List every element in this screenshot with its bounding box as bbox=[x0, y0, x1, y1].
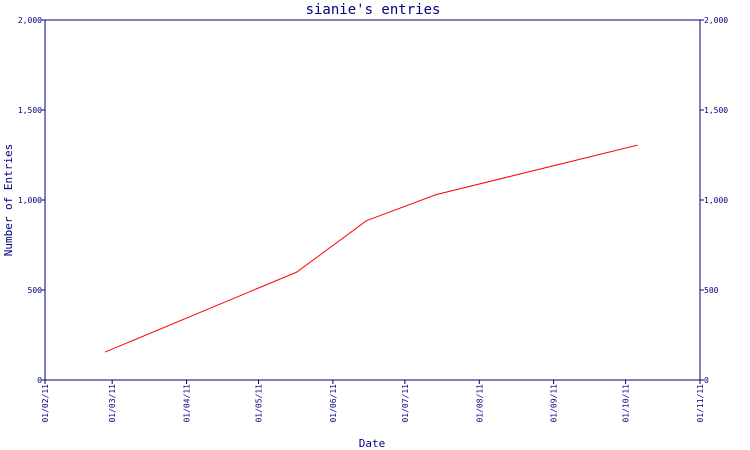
x-tick-label: 01/08/11 bbox=[475, 384, 484, 423]
x-tick-label: 01/10/11 bbox=[622, 384, 631, 423]
y-tick-label-left: 500 bbox=[28, 286, 43, 295]
y-axis-right: 0 500 1,000 1,500 2,000 bbox=[700, 16, 728, 385]
x-tick-label: 01/03/11 bbox=[108, 384, 117, 423]
y-tick-label-left: 0 bbox=[37, 376, 42, 385]
x-axis: 01/02/11 01/03/11 01/04/11 01/05/11 01/06/11… bbox=[41, 380, 705, 423]
y-tick-label-left: 1,500 bbox=[18, 106, 42, 115]
x-tick-label: 01/11/11 bbox=[696, 384, 705, 423]
y-axis-left: 0 500 1,000 1,500 2,000 bbox=[18, 16, 45, 385]
y-axis-label: Number of Entries bbox=[2, 144, 15, 257]
plot-area bbox=[44, 19, 701, 381]
x-axis-label: Date bbox=[359, 437, 386, 450]
x-tick-label: 01/09/11 bbox=[550, 384, 559, 423]
x-tick-label: 01/04/11 bbox=[183, 384, 192, 423]
y-tick-label-right: 1,000 bbox=[704, 196, 728, 205]
y-tick-label-right: 0 bbox=[704, 376, 709, 385]
y-tick-label-right: 1,500 bbox=[704, 106, 728, 115]
series-line bbox=[104, 144, 638, 353]
series-layer bbox=[104, 144, 638, 353]
x-tick-label: 01/05/11 bbox=[255, 384, 264, 423]
y-tick-label-left: 2,000 bbox=[18, 16, 42, 25]
y-tick-label-right: 2,000 bbox=[704, 16, 728, 25]
x-tick-label: 01/02/11 bbox=[41, 384, 50, 423]
y-tick-label-left: 1,000 bbox=[18, 196, 42, 205]
x-tick-label: 01/06/11 bbox=[329, 384, 338, 423]
x-tick-label: 01/07/11 bbox=[401, 384, 410, 423]
y-tick-label-right: 500 bbox=[704, 286, 719, 295]
chart-title: sianie's entries bbox=[306, 2, 441, 18]
